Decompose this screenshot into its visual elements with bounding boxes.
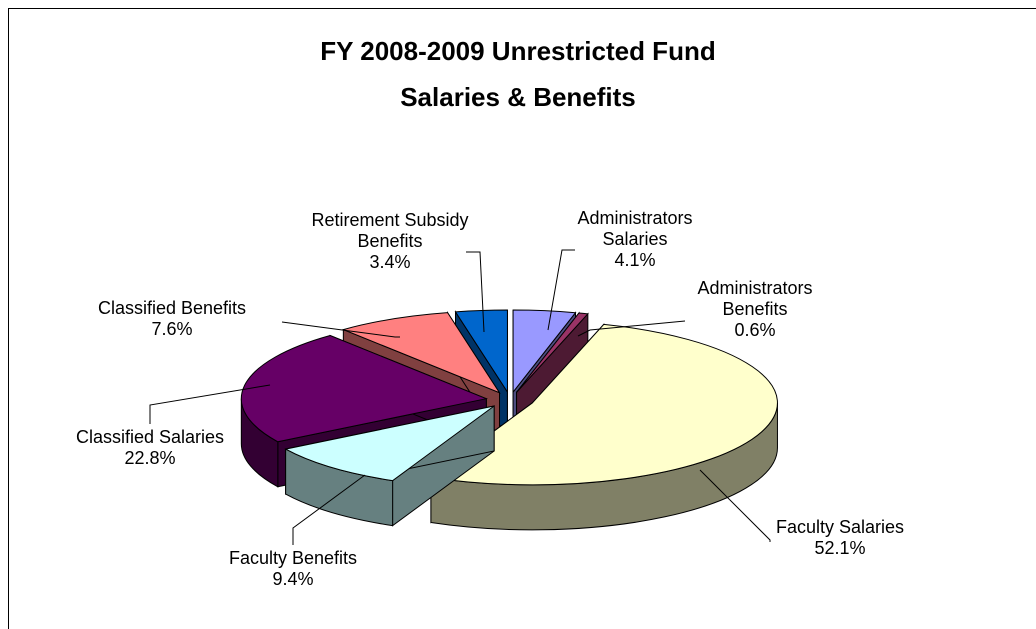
data-label: Faculty Benefits 9.4% (203, 548, 383, 590)
data-label: Administrators Benefits 0.6% (675, 278, 835, 341)
data-label: Faculty Salaries 52.1% (760, 517, 920, 559)
label-name: Retirement Subsidy Benefits (311, 210, 469, 251)
slice (454, 309, 508, 394)
label-name: Faculty Salaries (775, 517, 905, 537)
data-label: Classified Benefits 7.6% (62, 298, 282, 340)
slice (341, 312, 501, 394)
label-name: Classified Salaries (75, 427, 225, 447)
data-label: Classified Salaries 22.8% (45, 427, 255, 469)
label-name: Faculty Benefits (228, 548, 358, 568)
label-name: Administrators Salaries (577, 208, 693, 249)
leader-line (149, 384, 271, 424)
slice (516, 312, 589, 393)
leader-line (547, 249, 575, 331)
label-value: 9.4% (272, 569, 314, 589)
leader-line (292, 474, 366, 545)
chart-title: FY 2008-2009 Unrestricted Fund Salaries … (320, 36, 716, 112)
slice (240, 334, 489, 443)
label-value: 7.6% (151, 319, 193, 339)
data-label: Retirement Subsidy Benefits 3.4% (305, 210, 475, 273)
slice (512, 309, 577, 394)
leader-line (699, 469, 771, 542)
slice (284, 405, 495, 482)
leader-line (466, 251, 485, 333)
slice (429, 323, 778, 486)
label-name: Administrators Benefits (697, 278, 813, 319)
data-label: Administrators Salaries 4.1% (565, 208, 705, 271)
label-name: Classified Benefits (97, 298, 247, 318)
leader-line (281, 321, 400, 338)
label-value: 52.1% (814, 538, 866, 558)
label-value: 3.4% (369, 252, 411, 272)
label-value: 0.6% (734, 320, 776, 340)
label-value: 4.1% (614, 250, 656, 270)
leader-line (577, 320, 686, 337)
label-value: 22.8% (124, 448, 176, 468)
